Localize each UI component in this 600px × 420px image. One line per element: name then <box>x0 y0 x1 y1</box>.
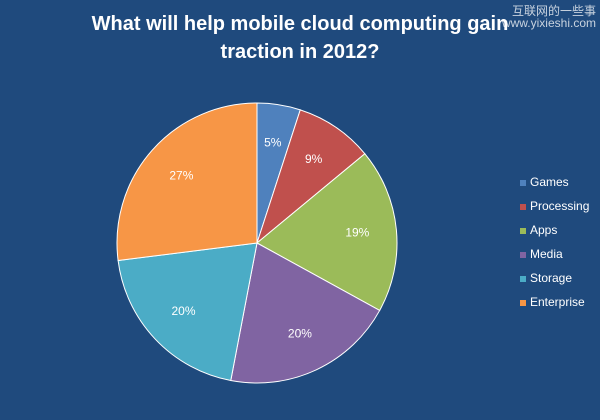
legend-swatch <box>520 204 526 210</box>
legend-swatch <box>520 300 526 306</box>
data-label: 9% <box>305 152 323 166</box>
data-label: 20% <box>288 326 312 340</box>
pie-slice <box>255 109 366 245</box>
legend-label: Processing <box>530 199 589 213</box>
pie-slice <box>256 153 398 312</box>
data-label: 5% <box>264 136 282 150</box>
legend-label: Games <box>530 175 569 189</box>
pie-slice <box>116 102 258 262</box>
watermark: 互联网的一些事 <box>511 4 596 18</box>
data-label: 19% <box>345 226 369 240</box>
legend-swatch <box>520 180 526 186</box>
legend-label: Apps <box>530 223 557 237</box>
legend-swatch <box>520 228 526 234</box>
legend-label: Enterprise <box>530 295 585 309</box>
pie-slice <box>230 242 381 384</box>
watermark: www.yixieshi.com <box>501 16 596 30</box>
legend-label: Media <box>530 247 563 261</box>
legend-label: Storage <box>530 271 572 285</box>
chart-title: What will help mobile cloud computing ga… <box>91 13 509 63</box>
legend-swatch <box>520 276 526 282</box>
data-label: 27% <box>169 169 193 183</box>
data-label: 20% <box>172 304 196 318</box>
pie-slice <box>117 242 258 382</box>
legend-swatch <box>520 252 526 258</box>
